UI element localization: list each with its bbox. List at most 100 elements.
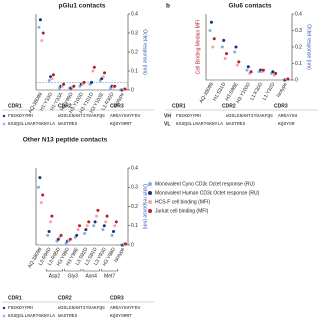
point <box>47 230 51 234</box>
sequence: WASTRES <box>226 121 246 127</box>
point <box>246 65 250 69</box>
point <box>103 71 107 75</box>
x-tick-label: L1:Y32D <box>262 81 277 101</box>
point <box>90 80 94 84</box>
sequence: ARDAYGH <box>278 113 298 119</box>
point <box>49 220 52 224</box>
sequence: FNIKDYYMH <box>8 113 33 119</box>
sequence: WIDLENANTIYDAKFQG <box>58 113 105 119</box>
point <box>113 84 117 88</box>
y2-axis-label: Octet response (nm) <box>142 184 148 230</box>
chart-title: Glu6 contacts <box>229 3 272 10</box>
y2-tick-label: 0 <box>131 87 134 93</box>
sequence: KSSQSLLNARTGKNYLA <box>176 121 223 127</box>
y2-tick-label: 0 <box>131 242 134 248</box>
chart-title: pGlu1 contacts <box>59 3 106 10</box>
point <box>91 69 95 73</box>
point <box>223 57 227 61</box>
legend-marker <box>148 209 152 213</box>
point <box>208 29 212 32</box>
row-bullet <box>2 122 6 126</box>
group-label: Asn4 <box>85 273 97 279</box>
sequence: KQSYSR <box>278 121 295 127</box>
point <box>237 60 241 64</box>
point <box>59 233 63 237</box>
point <box>104 220 108 224</box>
point <box>92 224 96 228</box>
point <box>95 214 98 218</box>
group-bracket <box>45 269 63 272</box>
point <box>225 52 229 56</box>
legend-label: Monovalent Cyno CD3ε Octet response (RU) <box>155 181 255 187</box>
group-bracket <box>82 269 100 272</box>
point <box>68 237 72 241</box>
point <box>51 73 55 77</box>
cdr-header: CDR3 <box>110 295 124 301</box>
point <box>234 45 238 49</box>
cdr-header: CDR1 <box>172 103 186 109</box>
row-label: VH <box>164 113 171 119</box>
point <box>110 233 114 237</box>
point <box>47 79 51 82</box>
point <box>85 224 89 228</box>
cdr-header: CDR2 <box>222 103 236 109</box>
group-label: Met7 <box>104 273 115 279</box>
cdr-header: CDR2 <box>58 103 72 109</box>
point <box>105 214 109 218</box>
y2-tick-label: 0.1 <box>295 61 302 67</box>
sequence: WASTRES <box>58 313 78 319</box>
point <box>84 228 88 232</box>
point <box>233 50 237 54</box>
point <box>271 70 275 74</box>
point <box>92 65 96 69</box>
panel-label: b <box>166 3 170 10</box>
sequence: ARDAYGHYFDV <box>110 305 141 311</box>
legend-marker <box>148 200 152 204</box>
y2-tick-label: 0.2 <box>131 49 138 55</box>
y-axis-label: Cell Binding Median MFI <box>195 20 201 74</box>
cdr-header: CDR1 <box>8 295 22 301</box>
cdr-header: CDR1 <box>8 103 22 109</box>
point <box>101 228 105 232</box>
group-bracket <box>64 269 82 272</box>
point <box>78 224 81 228</box>
y2-tick-label: 0.2 <box>131 204 138 210</box>
x-tick-label: AQ-38099 <box>198 81 215 104</box>
point <box>37 185 40 189</box>
y2-axis-label: Octet response (nm) <box>306 24 312 70</box>
sequence: ARDAYGHYFDV <box>110 113 141 119</box>
x-tick-label: Isotype <box>275 81 288 98</box>
legend-label: Jurkat cell binding (MFI) <box>155 208 209 214</box>
group-label: Gly3 <box>68 273 79 279</box>
row-bullet <box>2 314 6 318</box>
point <box>83 231 86 235</box>
sequence: KSSQSLLNARTGKNYLA <box>8 313 55 319</box>
point <box>274 71 278 75</box>
point <box>123 87 127 91</box>
point <box>96 208 100 212</box>
sequence: FNIKDYYMH <box>8 305 33 311</box>
row-bullet <box>2 306 6 310</box>
y2-axis-label: Octet response (nm) <box>142 29 148 75</box>
y2-tick-label: 0.3 <box>131 30 138 36</box>
sequence: FNIKDYYMH <box>176 113 201 119</box>
point <box>112 230 115 234</box>
sequence: KSSQSLLNARTGKNYLA <box>8 121 55 127</box>
point <box>76 228 80 232</box>
y2-tick-label: 0.1 <box>131 68 138 74</box>
point <box>209 20 213 24</box>
point <box>101 75 105 79</box>
cdr-header: CDR3 <box>274 103 288 109</box>
y2-tick-label: 0.2 <box>295 44 302 50</box>
point <box>75 233 79 237</box>
row-label: VL <box>164 121 170 127</box>
point <box>249 70 253 74</box>
legend-marker <box>148 182 152 186</box>
point <box>93 220 97 224</box>
y2-tick-label: 0.1 <box>131 223 138 229</box>
point <box>212 37 216 41</box>
y2-tick-label: 0.4 <box>131 165 138 171</box>
y2-tick-label: 0.3 <box>295 28 302 34</box>
point <box>82 80 86 84</box>
